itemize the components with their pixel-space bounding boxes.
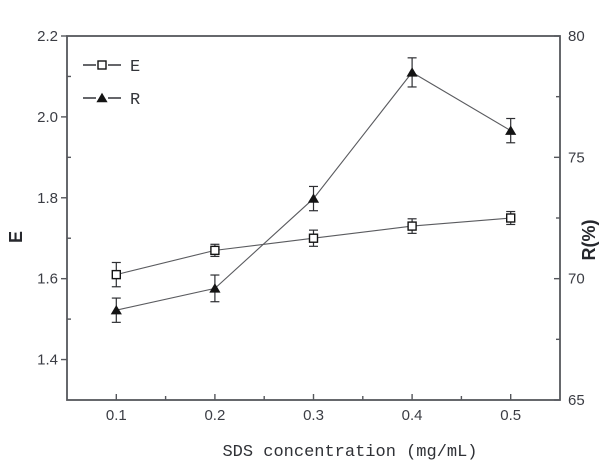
right-axis-title: R(%) [579, 220, 599, 261]
left-tick-label: 1.6 [37, 271, 58, 288]
left-axis-title: E [6, 231, 26, 243]
open-square-marker [506, 213, 516, 223]
open-square-marker [407, 221, 417, 231]
left-tick-label: 1.8 [37, 190, 58, 207]
right-tick-label: 80 [568, 28, 585, 45]
filled-triangle-marker [110, 305, 122, 315]
legend-entry-R: R [83, 91, 140, 110]
legend-entry-E: E [83, 58, 140, 77]
series-E [111, 210, 516, 288]
filled-triangle-marker [505, 125, 517, 135]
plot-frame [66, 35, 561, 401]
left-tick-label: 2.0 [37, 109, 58, 126]
x-tick-label: 0.5 [500, 407, 521, 424]
x-tick-label: 0.2 [204, 407, 225, 424]
filled-triangle-marker [406, 67, 418, 77]
open-square-marker [210, 245, 220, 256]
filled-triangle-marker [307, 193, 320, 203]
open-square-marker [111, 269, 122, 280]
right-tick-label: 70 [568, 271, 585, 288]
legend-label: E [130, 58, 140, 77]
open-square-marker [308, 233, 319, 243]
x-axis-title: SDS concentration (mg/mL) [222, 443, 477, 462]
right-tick-label: 75 [568, 149, 585, 166]
series-R [110, 57, 517, 323]
filled-triangle-marker [96, 92, 108, 103]
x-tick-label: 0.1 [106, 407, 127, 424]
x-tick-label: 0.3 [303, 407, 324, 424]
x-tick-label: 0.4 [402, 407, 423, 424]
open-square-marker [97, 60, 107, 70]
right-tick-label: 65 [568, 392, 585, 409]
left-tick-label: 1.4 [37, 352, 58, 369]
filled-triangle-marker [209, 283, 221, 293]
legend-label: R [130, 91, 140, 110]
left-tick-label: 2.2 [37, 28, 58, 45]
legend: ER [83, 58, 140, 110]
